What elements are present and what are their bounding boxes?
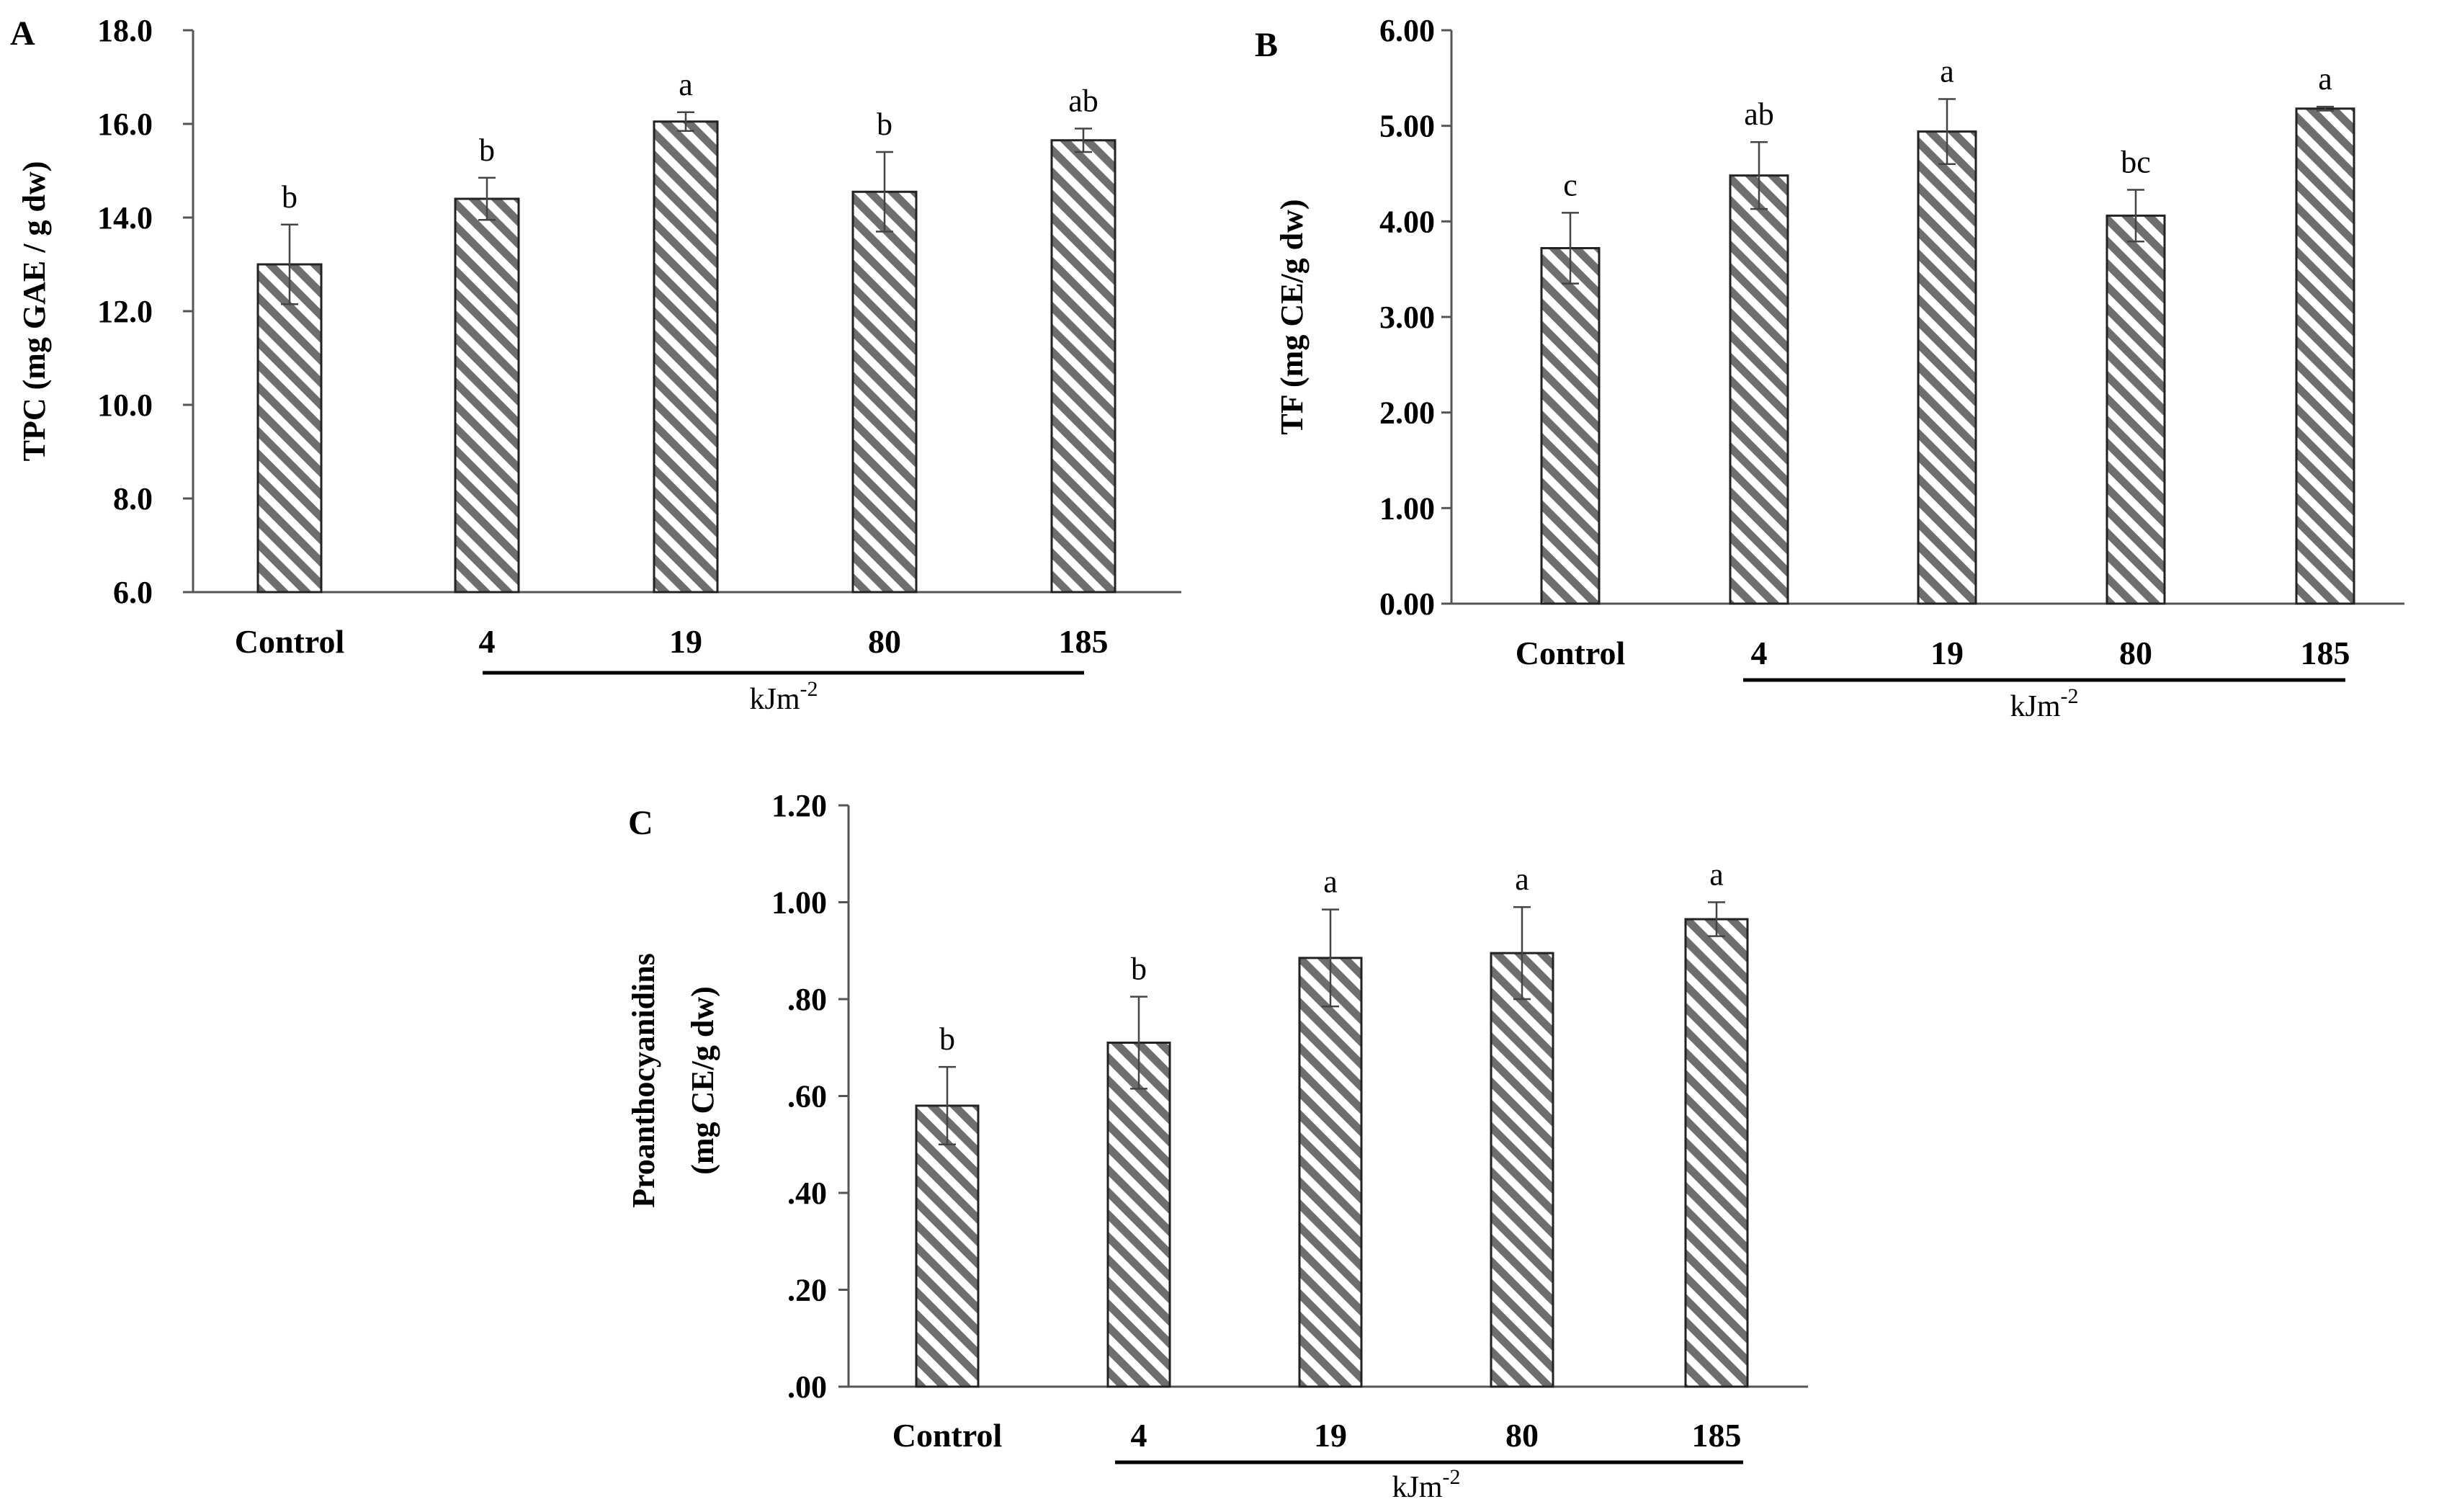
y-tick-label: 16.0 <box>97 107 153 142</box>
significance-letter: a <box>679 67 693 102</box>
significance-letter: a <box>1323 864 1338 900</box>
y-tick-label: 4.00 <box>1379 204 1435 239</box>
bar <box>1050 139 1116 594</box>
x-tick-label: 80 <box>2119 635 2152 671</box>
significance-letter: a <box>2318 61 2332 97</box>
x-tick-label: 4 <box>1751 635 1768 671</box>
significance-letter: ab <box>1068 84 1098 119</box>
x-axis-unit-label: kJm-2 <box>1392 1465 1460 1504</box>
x-axis-unit-label: kJm-2 <box>2010 684 2078 723</box>
x-tick-label: 185 <box>2301 635 2350 671</box>
panel-label: B <box>1255 26 1278 64</box>
bar <box>1540 246 1601 605</box>
unit-superscript: -2 <box>1443 1465 1461 1489</box>
bar <box>1917 130 1977 605</box>
y-axis-label: TPC (mg GAE / g dw) <box>17 161 52 462</box>
y-tick-label: 8.0 <box>113 481 153 516</box>
panel-a: A 6.0 8.0 10.0 12.0 14.0 16.0 18.0 TPC (mg GAE /… <box>10 13 1181 716</box>
bar <box>1106 1042 1171 1388</box>
y-axis-label: (mg CE/g dw) <box>685 986 720 1175</box>
y-tick-label: 14.0 <box>97 200 153 236</box>
x-tick-label: 4 <box>1131 1417 1147 1454</box>
x-tick-label: 80 <box>1505 1417 1539 1454</box>
y-tick-label: .80 <box>787 982 827 1017</box>
x-tick-label: 19 <box>1930 635 1964 671</box>
bar <box>2295 107 2355 605</box>
bar <box>1684 918 1749 1388</box>
unit-superscript: -2 <box>2061 684 2079 708</box>
bar <box>2105 214 2166 605</box>
y-tick-label: 10.0 <box>97 388 153 423</box>
x-tick-label: 185 <box>1059 623 1109 660</box>
y-tick-label: 1.00 <box>1379 491 1435 526</box>
y-tick-label: .00 <box>787 1369 827 1405</box>
panel-b: B 0.00 1.00 2.00 3.00 4.00 5.00 6.00 TF (mg CE/g… <box>1255 13 2404 723</box>
y-tick-label: 18.0 <box>97 13 153 48</box>
x-axis-unit-label: kJm-2 <box>749 677 818 716</box>
x-tick-label: 19 <box>1314 1417 1347 1454</box>
significance-letter: b <box>877 107 892 142</box>
y-tick-label: 2.00 <box>1379 395 1435 431</box>
x-tick-label: Control <box>235 623 345 660</box>
significance-letter: a <box>1709 857 1724 893</box>
panel-label: C <box>628 804 653 842</box>
unit-base: kJm <box>2010 690 2060 723</box>
significance-letter: a <box>1940 54 1954 89</box>
y-tick-label: 5.00 <box>1379 109 1435 144</box>
significance-letter: ab <box>1744 97 1774 132</box>
bar <box>1298 957 1363 1388</box>
x-tick-label: 4 <box>479 623 496 660</box>
bar <box>454 197 520 594</box>
x-tick-label: 19 <box>669 623 702 660</box>
x-tick-label: Control <box>1516 635 1626 671</box>
bar <box>851 190 918 594</box>
bar <box>915 1104 980 1388</box>
significance-letter: b <box>282 179 297 215</box>
bar <box>1490 952 1554 1388</box>
x-tick-label: 80 <box>868 623 901 660</box>
y-tick-label: 0.00 <box>1379 586 1435 622</box>
y-tick-label: 1.20 <box>771 788 827 823</box>
significance-letter: b <box>479 133 495 168</box>
y-tick-label: 3.00 <box>1379 300 1435 335</box>
y-tick-label: .20 <box>787 1273 827 1308</box>
bar <box>256 263 323 594</box>
significance-letter: c <box>1563 167 1577 202</box>
y-axis-label: TF (mg CE/g dw) <box>1274 199 1310 434</box>
bar <box>653 120 719 594</box>
y-tick-label: .60 <box>787 1079 827 1114</box>
significance-letter: a <box>1515 862 1529 897</box>
y-tick-label: 6.00 <box>1379 13 1435 48</box>
x-tick-label: 185 <box>1692 1417 1742 1454</box>
unit-superscript: -2 <box>800 677 818 701</box>
unit-base: kJm <box>1392 1471 1442 1504</box>
y-tick-label: 1.00 <box>771 885 827 921</box>
bar <box>1729 174 1789 605</box>
significance-letter: b <box>939 1021 955 1057</box>
y-tick-label: 12.0 <box>97 294 153 329</box>
y-tick-label: .40 <box>787 1176 827 1211</box>
significance-letter: bc <box>2121 145 2151 180</box>
y-tick-label: 6.0 <box>113 575 153 610</box>
y-axis-label: Proanthocyanidins <box>626 953 661 1208</box>
x-tick-label: Control <box>892 1417 1003 1454</box>
significance-letter: b <box>1131 952 1147 987</box>
unit-base: kJm <box>749 683 800 716</box>
panel-c: C .00 .20 .40 .60 .80 1.00 1.20 Proanthocyanidin… <box>626 788 1808 1504</box>
panel-label: A <box>10 14 35 53</box>
